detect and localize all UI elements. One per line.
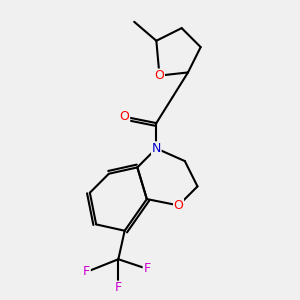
Text: N: N	[152, 142, 161, 155]
Text: F: F	[83, 266, 90, 278]
Text: O: O	[174, 199, 183, 212]
Text: F: F	[143, 262, 150, 275]
Text: F: F	[115, 281, 122, 294]
Text: O: O	[154, 69, 164, 82]
Text: O: O	[120, 110, 130, 123]
